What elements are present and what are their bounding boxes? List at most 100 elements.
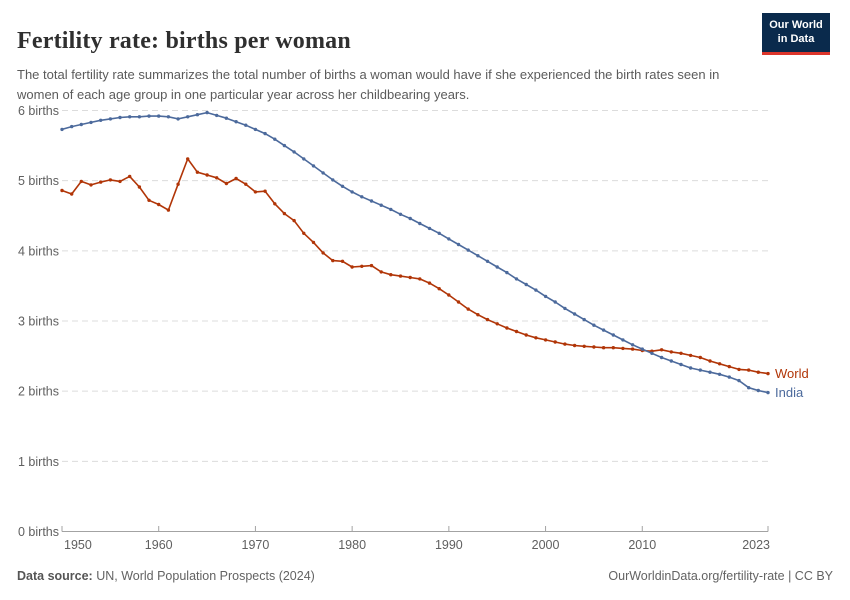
- data-point-india-2004[interactable]: [582, 317, 586, 322]
- data-point-india-1960[interactable]: [157, 114, 161, 118]
- data-point-india-1969[interactable]: [244, 123, 248, 127]
- data-point-india-1963[interactable]: [186, 115, 190, 119]
- data-point-world-2002[interactable]: [563, 342, 567, 346]
- data-point-world-1968[interactable]: [234, 176, 238, 181]
- data-point-india-1973[interactable]: [282, 143, 287, 148]
- data-point-india-1965[interactable]: [205, 110, 209, 115]
- data-point-world-1979[interactable]: [340, 259, 345, 263]
- data-point-world-1953[interactable]: [89, 183, 93, 187]
- data-point-world-2016[interactable]: [698, 355, 702, 360]
- data-point-india-1999[interactable]: [534, 288, 538, 292]
- data-point-india-1957[interactable]: [128, 115, 132, 119]
- data-point-world-1957[interactable]: [128, 174, 132, 179]
- data-point-india-1992[interactable]: [466, 248, 470, 252]
- data-point-world-2014[interactable]: [679, 351, 683, 355]
- data-point-india-1975[interactable]: [302, 157, 306, 161]
- data-point-india-1983[interactable]: [379, 203, 383, 207]
- data-point-world-1989[interactable]: [437, 287, 441, 291]
- data-point-world-1997[interactable]: [514, 329, 519, 334]
- data-point-india-1986[interactable]: [408, 216, 412, 221]
- data-point-india-2001[interactable]: [553, 300, 557, 304]
- data-point-india-2006[interactable]: [601, 328, 606, 332]
- data-point-india-2015[interactable]: [688, 366, 693, 370]
- data-point-world-1985[interactable]: [398, 274, 403, 278]
- data-point-world-1967[interactable]: [224, 181, 229, 186]
- data-point-india-2017[interactable]: [708, 370, 712, 374]
- data-point-world-1964[interactable]: [195, 170, 200, 174]
- data-point-india-1974[interactable]: [292, 150, 296, 154]
- data-point-world-1950[interactable]: [60, 188, 64, 193]
- data-point-world-1991[interactable]: [456, 300, 461, 304]
- data-point-india-1980[interactable]: [350, 190, 354, 194]
- data-point-world-1984[interactable]: [389, 273, 393, 277]
- data-point-india-1968[interactable]: [234, 120, 238, 124]
- data-point-india-2016[interactable]: [698, 368, 702, 372]
- data-point-india-1970[interactable]: [253, 127, 258, 132]
- data-point-india-2002[interactable]: [563, 306, 567, 311]
- data-point-world-1960[interactable]: [157, 202, 161, 207]
- data-point-world-1954[interactable]: [99, 180, 103, 184]
- data-point-india-1964[interactable]: [195, 113, 200, 117]
- data-point-world-1975[interactable]: [302, 231, 306, 235]
- data-point-india-1990[interactable]: [447, 237, 451, 241]
- data-point-india-1950[interactable]: [60, 127, 64, 132]
- data-point-world-1977[interactable]: [321, 251, 325, 255]
- data-point-india-2021[interactable]: [747, 386, 751, 390]
- data-point-world-1962[interactable]: [176, 182, 180, 186]
- data-point-world-1983[interactable]: [379, 270, 383, 274]
- data-point-world-2023[interactable]: [766, 371, 770, 376]
- data-point-india-2009[interactable]: [630, 343, 635, 347]
- data-point-india-1989[interactable]: [437, 231, 441, 235]
- data-point-india-1955[interactable]: [108, 117, 113, 121]
- data-point-world-1958[interactable]: [137, 185, 142, 189]
- data-point-world-1987[interactable]: [418, 277, 422, 281]
- data-point-india-1966[interactable]: [215, 113, 219, 118]
- data-point-india-1979[interactable]: [340, 184, 345, 188]
- data-point-world-2015[interactable]: [688, 353, 693, 358]
- data-point-india-1981[interactable]: [360, 195, 364, 199]
- data-point-world-1973[interactable]: [282, 211, 287, 216]
- data-point-world-1952[interactable]: [79, 179, 84, 184]
- data-point-india-1958[interactable]: [137, 115, 142, 119]
- data-point-india-2013[interactable]: [669, 359, 673, 363]
- data-point-india-1996[interactable]: [505, 270, 509, 275]
- data-point-india-2011[interactable]: [650, 351, 654, 355]
- data-point-india-1998[interactable]: [524, 282, 528, 287]
- data-point-india-1959[interactable]: [147, 114, 151, 118]
- series-label-world[interactable]: World: [775, 366, 809, 381]
- data-point-world-1955[interactable]: [108, 178, 113, 182]
- data-point-world-2013[interactable]: [669, 350, 673, 354]
- data-point-world-1956[interactable]: [118, 179, 122, 184]
- data-point-india-1978[interactable]: [331, 178, 335, 182]
- data-point-world-1961[interactable]: [166, 208, 171, 212]
- data-point-world-1978[interactable]: [331, 258, 335, 263]
- data-point-india-2007[interactable]: [611, 333, 615, 337]
- data-point-india-1953[interactable]: [89, 120, 93, 125]
- series-line-world[interactable]: [61, 158, 769, 375]
- data-point-india-1971[interactable]: [263, 131, 267, 136]
- data-point-world-1969[interactable]: [244, 182, 248, 186]
- data-point-world-1990[interactable]: [447, 293, 451, 297]
- data-point-india-1977[interactable]: [321, 171, 325, 175]
- data-point-world-1993[interactable]: [476, 313, 480, 317]
- credit-link[interactable]: OurWorldinData.org/fertility-rate | CC B…: [608, 569, 833, 583]
- data-point-india-1991[interactable]: [456, 242, 461, 247]
- data-point-world-2019[interactable]: [727, 364, 731, 369]
- data-point-india-2018[interactable]: [717, 372, 722, 376]
- owid-logo[interactable]: Our World in Data: [762, 13, 830, 55]
- data-point-world-2022[interactable]: [756, 370, 760, 374]
- data-point-india-1972[interactable]: [273, 137, 277, 141]
- data-point-world-1992[interactable]: [466, 307, 470, 311]
- data-point-world-1965[interactable]: [205, 173, 209, 177]
- data-point-world-1998[interactable]: [524, 333, 528, 337]
- data-point-india-1956[interactable]: [118, 115, 122, 120]
- data-point-india-2008[interactable]: [621, 338, 625, 342]
- data-point-india-2012[interactable]: [659, 355, 664, 360]
- data-point-world-2012[interactable]: [659, 348, 664, 352]
- data-point-india-1994[interactable]: [485, 259, 490, 263]
- data-point-world-1963[interactable]: [186, 157, 190, 161]
- data-point-india-2020[interactable]: [737, 378, 741, 383]
- series-label-india[interactable]: India: [775, 385, 804, 400]
- data-point-world-1951[interactable]: [70, 192, 74, 196]
- data-point-india-2010[interactable]: [640, 347, 644, 351]
